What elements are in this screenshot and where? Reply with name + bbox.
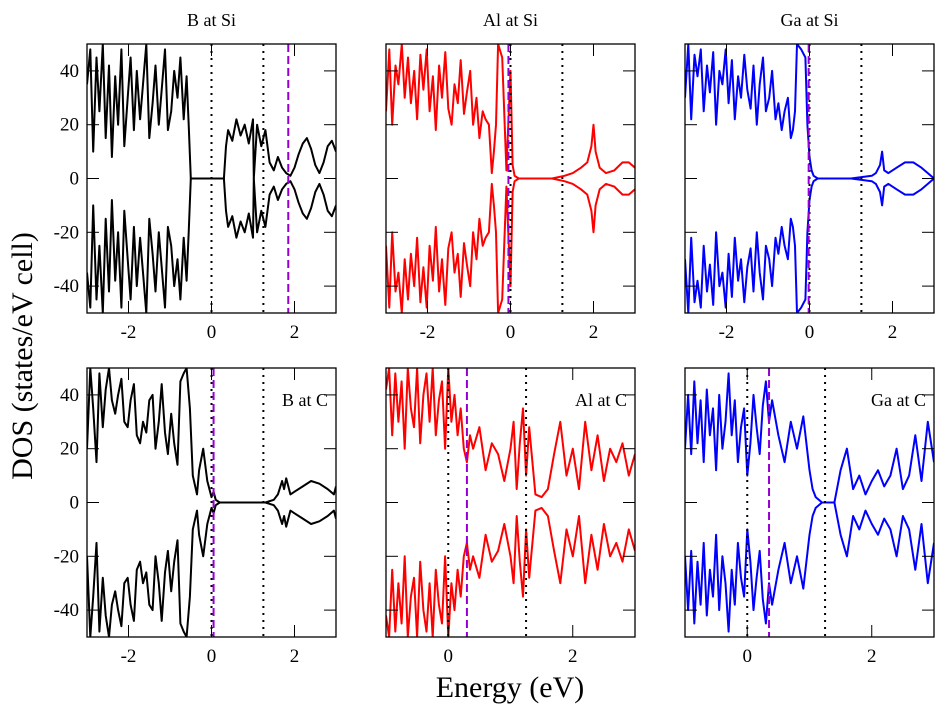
x-tick-label: 0 — [444, 646, 454, 667]
x-tick-label: 2 — [867, 646, 877, 667]
y-tick-label: -40 — [54, 600, 79, 621]
dos-spin-up-line — [685, 44, 934, 180]
x-tick-label: 0 — [207, 646, 217, 667]
x-tick-label: -2 — [719, 322, 735, 343]
panel-title: Al at Si — [483, 10, 538, 30]
y-tick-label: 20 — [60, 439, 79, 460]
dos-spin-up-line — [685, 372, 934, 504]
panel-5: 0 2 Al at C — [385, 367, 636, 667]
x-tick-label: 2 — [290, 646, 300, 667]
panel-3: -2 0 2 Ga at Si — [684, 10, 935, 343]
x-tick-label: 0 — [506, 322, 516, 343]
x-tick-label: -2 — [121, 646, 137, 667]
panel-title: Al at C — [575, 390, 627, 410]
y-tick-label: 0 — [70, 493, 80, 514]
panel-title: Ga at Si — [781, 10, 839, 30]
x-tick-label: 0 — [805, 322, 815, 343]
x-tick-label: 2 — [589, 322, 599, 343]
x-tick-label: 0 — [743, 646, 753, 667]
x-axis-title: Energy (eV) — [436, 671, 585, 704]
y-tick-label: -40 — [54, 276, 79, 297]
x-tick-label: -2 — [121, 322, 137, 343]
y-tick-label: -20 — [54, 222, 79, 243]
y-tick-label: -20 — [54, 546, 79, 567]
dos-spin-down-line — [685, 501, 934, 633]
y-axis-title: DOS (states/eV cell) — [6, 232, 39, 480]
panel-2: -2 0 2 Al at Si — [385, 10, 636, 343]
x-tick-label: 0 — [207, 322, 217, 343]
dos-spin-down-line — [685, 177, 934, 313]
x-tick-label: 2 — [888, 322, 898, 343]
y-tick-label: 40 — [60, 385, 79, 406]
dos-spin-up-line — [87, 44, 336, 180]
dos-spin-down-line — [87, 177, 336, 313]
dos-spin-up-line — [386, 44, 635, 180]
dos-spin-up-line — [87, 368, 336, 504]
dos-spin-down-line — [386, 506, 635, 637]
y-tick-label: 0 — [70, 169, 80, 190]
panel-title: Ga at C — [871, 390, 926, 410]
panel-title: B at C — [282, 390, 328, 410]
dos-spin-up-line — [386, 368, 635, 499]
x-tick-label: 2 — [290, 322, 300, 343]
x-tick-label: 2 — [568, 646, 578, 667]
y-tick-label: 40 — [60, 61, 79, 82]
dos-spin-down-line — [386, 177, 635, 313]
dos-spin-down-line — [87, 501, 336, 637]
x-tick-label: -2 — [420, 322, 436, 343]
panel-6: 0 2 Ga at C — [684, 367, 935, 667]
panel-title: B at Si — [187, 10, 236, 30]
y-tick-label: 20 — [60, 115, 79, 136]
